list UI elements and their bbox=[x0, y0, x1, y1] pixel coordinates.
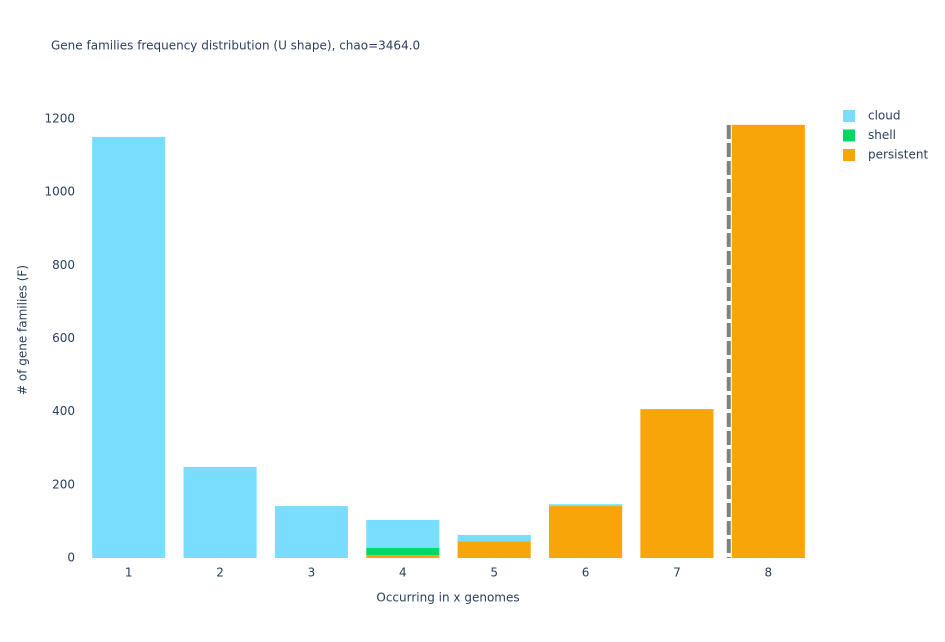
y-tick-label: 600 bbox=[52, 331, 75, 345]
legend-swatch bbox=[843, 129, 855, 142]
bar-segment bbox=[457, 534, 531, 542]
y-tick-label: 200 bbox=[52, 477, 75, 491]
chart-title: Gene families frequency distribution (U … bbox=[51, 39, 420, 53]
x-tick-label: 1 bbox=[125, 566, 133, 580]
x-tick-label: 5 bbox=[490, 566, 498, 580]
x-tick-label: 8 bbox=[764, 566, 772, 580]
bar-segment bbox=[549, 506, 623, 558]
y-tick-label: 400 bbox=[52, 404, 75, 418]
legend-label: shell bbox=[868, 128, 896, 142]
x-tick-label: 4 bbox=[399, 566, 407, 580]
bar-segment bbox=[183, 466, 257, 558]
x-axis-title: Occurring in x genomes bbox=[376, 591, 519, 605]
y-tick-label: 1200 bbox=[44, 112, 75, 126]
x-tick-label: 7 bbox=[673, 566, 681, 580]
bar-segment bbox=[549, 504, 623, 507]
y-tick-label: 800 bbox=[52, 258, 75, 272]
bar-segment bbox=[731, 124, 805, 558]
bar-segment bbox=[366, 555, 440, 558]
x-tick-label: 3 bbox=[308, 566, 316, 580]
x-tick-label: 2 bbox=[216, 566, 224, 580]
legend-swatch bbox=[843, 149, 855, 161]
y-tick-label: 0 bbox=[67, 551, 75, 565]
legend-label: persistent bbox=[868, 148, 928, 162]
x-tick-label: 6 bbox=[582, 566, 590, 580]
bar-segment bbox=[457, 541, 531, 558]
bar-segment bbox=[640, 409, 714, 558]
bar-segment bbox=[274, 506, 348, 558]
bar-segment bbox=[366, 519, 440, 548]
bar-segment bbox=[92, 136, 166, 558]
legend-label: cloud bbox=[868, 109, 901, 123]
y-tick-label: 1000 bbox=[44, 185, 75, 199]
legend-swatch bbox=[843, 110, 855, 122]
bar-segment bbox=[366, 547, 440, 556]
y-axis-title: # of gene families (F) bbox=[16, 265, 30, 395]
